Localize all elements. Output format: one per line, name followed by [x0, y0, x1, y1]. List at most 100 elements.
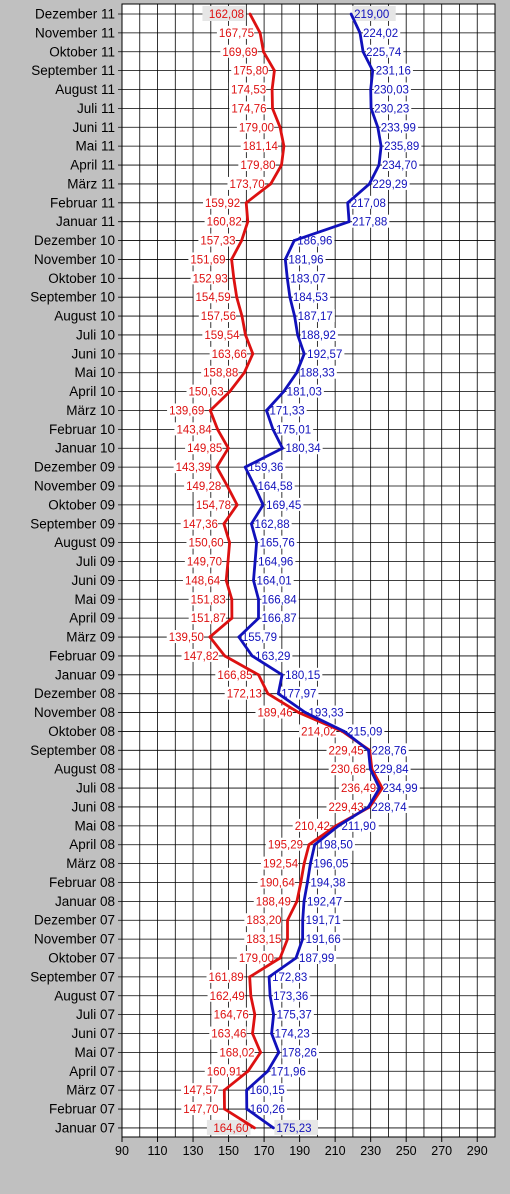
- data-label: 211,90: [342, 821, 376, 833]
- data-label: 230,68: [331, 764, 366, 776]
- data-label: 190,64: [260, 877, 296, 889]
- data-label: 217,08: [351, 198, 386, 210]
- data-label-background: [363, 25, 401, 39]
- data-point: [371, 69, 375, 73]
- data-label: 160,26: [250, 1104, 285, 1116]
- data-label: 169,45: [266, 500, 301, 512]
- data-point: [257, 673, 260, 677]
- category-label: November 07: [34, 932, 115, 947]
- category-label: August 09: [54, 535, 115, 550]
- data-label-background: [380, 120, 418, 134]
- data-point: [253, 560, 257, 563]
- data-label: 195,29: [268, 840, 303, 852]
- data-point: [271, 107, 274, 110]
- category-label: Februar 08: [49, 875, 115, 890]
- data-label: 174,23: [275, 1029, 310, 1041]
- data-point: [245, 1088, 248, 1092]
- data-label-background: [266, 497, 304, 511]
- data-point: [270, 1032, 274, 1035]
- data-label: 166,87: [262, 613, 297, 625]
- data-label-background: [181, 1102, 219, 1116]
- data-label-background: [366, 44, 404, 58]
- data-point: [222, 1088, 226, 1092]
- category-label: Oktober 11: [49, 44, 115, 59]
- data-point: [346, 201, 350, 205]
- data-label-background: [249, 1102, 287, 1116]
- category-label: Februar 09: [49, 648, 115, 663]
- data-label: 236,49: [341, 783, 376, 795]
- data-label-background: [186, 535, 224, 549]
- data-label-background: [241, 630, 280, 644]
- category-label: Januar 10: [55, 441, 115, 456]
- data-label-highlight: [274, 1119, 318, 1135]
- data-point: [253, 1126, 256, 1130]
- data-label: 192,47: [307, 896, 342, 908]
- data-label-background: [352, 214, 390, 228]
- category-label: Juni 10: [71, 346, 115, 361]
- data-point: [297, 711, 301, 714]
- category-label: Dezember 09: [34, 460, 115, 475]
- data-label: 160,15: [250, 1085, 285, 1097]
- data-point: [226, 560, 230, 563]
- data-point: [248, 975, 252, 979]
- data-label: 154,78: [196, 500, 231, 512]
- data-label-background: [188, 252, 226, 266]
- data-label-background: [244, 932, 282, 946]
- category-label: Mai 09: [74, 592, 115, 607]
- category-label: Februar 07: [49, 1102, 115, 1117]
- data-label-background: [305, 932, 343, 946]
- data-label-background: [174, 422, 212, 436]
- category-label: Juni 07: [71, 1026, 115, 1041]
- data-label: 162,49: [210, 991, 245, 1003]
- data-label: 234,70: [382, 160, 417, 172]
- data-label: 149,28: [186, 481, 221, 493]
- data-label: 159,92: [205, 198, 240, 210]
- data-label-background: [256, 573, 294, 587]
- data-point: [302, 862, 306, 865]
- data-label-background: [248, 460, 286, 474]
- data-point: [258, 31, 262, 35]
- data-label: 164,60: [213, 1123, 248, 1135]
- category-label: Juni 08: [71, 799, 115, 814]
- data-label: 154,59: [196, 292, 231, 304]
- data-label-background: [299, 951, 337, 964]
- data-label: 183,15: [246, 934, 281, 946]
- data-label-background: [206, 969, 244, 983]
- data-point: [378, 786, 381, 790]
- data-point: [208, 409, 212, 412]
- data-label-background: [166, 630, 204, 644]
- category-label: Oktober 07: [48, 951, 115, 966]
- category-label: Juni 11: [72, 120, 115, 135]
- data-label: 172,83: [272, 972, 307, 984]
- data-label-background: [193, 497, 232, 511]
- data-point: [292, 239, 296, 242]
- data-point: [377, 163, 381, 167]
- data-point: [251, 1032, 254, 1035]
- data-label: 180,15: [285, 670, 320, 682]
- category-label: Dezember 11: [35, 7, 115, 22]
- data-label: 151,83: [191, 594, 226, 606]
- data-point: [283, 258, 287, 261]
- data-label-background: [350, 195, 388, 209]
- data-point: [368, 767, 372, 771]
- data-point: [361, 50, 365, 54]
- data-label: 173,70: [229, 179, 264, 191]
- data-label-background: [216, 25, 255, 39]
- category-label: März 08: [66, 856, 115, 871]
- data-point: [230, 258, 233, 261]
- data-label: 175,23: [276, 1123, 311, 1135]
- data-label: 174,53: [231, 85, 266, 97]
- data-label: 193,33: [309, 708, 344, 720]
- category-label: Dezember 10: [34, 233, 115, 248]
- category-label: August 10: [54, 309, 115, 324]
- data-label-background: [255, 648, 293, 662]
- data-label: 225,74: [366, 47, 402, 59]
- data-label-background: [281, 1045, 319, 1059]
- data-label-background: [260, 856, 299, 870]
- data-label: 179,00: [239, 122, 274, 134]
- data-point: [237, 635, 241, 639]
- data-point: [288, 295, 292, 299]
- data-label: 166,84: [261, 594, 297, 606]
- data-point: [215, 465, 219, 469]
- data-point: [244, 333, 247, 337]
